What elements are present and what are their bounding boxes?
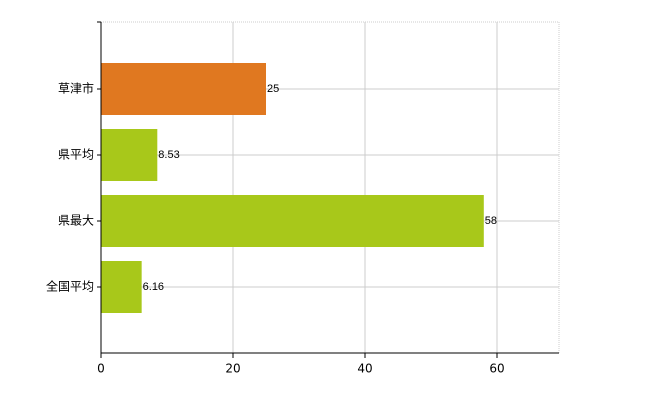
bar	[101, 129, 158, 181]
bar	[101, 195, 484, 247]
y-tick-label: 草津市	[58, 81, 94, 96]
x-tick-label: 20	[225, 362, 240, 376]
y-tick-label: 全国平均	[46, 279, 94, 294]
x-tick-label: 60	[489, 362, 504, 376]
value-label: 25	[267, 83, 279, 95]
bar	[101, 261, 142, 313]
value-label: 6.16	[143, 281, 164, 293]
x-tick-label: 0	[97, 362, 105, 376]
value-label: 58	[485, 215, 497, 227]
y-tick-label: 県最大	[58, 214, 94, 228]
value-label: 8.53	[158, 149, 179, 161]
y-tick-label: 県平均	[58, 148, 94, 162]
x-tick-label: 40	[357, 362, 372, 376]
bar	[101, 63, 266, 115]
